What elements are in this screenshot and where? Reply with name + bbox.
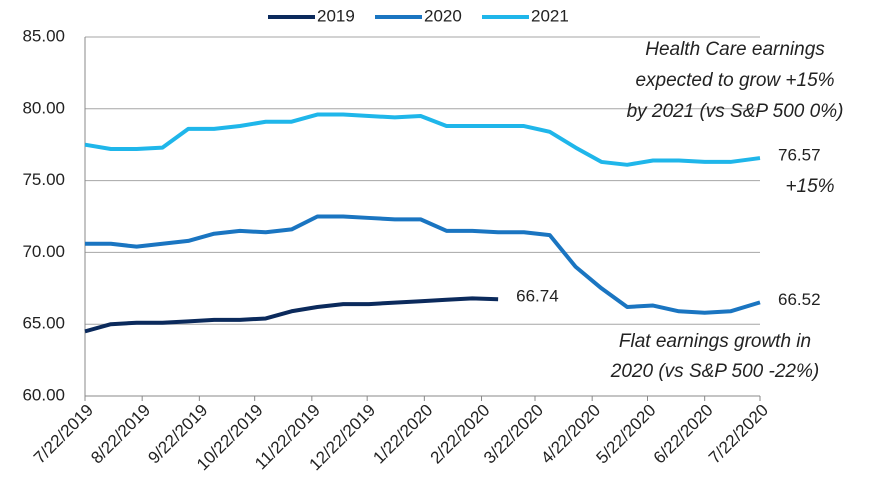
y-tick-label: 80.00 <box>22 98 65 117</box>
x-tick-label: 8/22/2019 <box>87 401 154 468</box>
legend: 2019 2020 2021 <box>268 6 569 25</box>
y-tick-label: 85.00 <box>22 26 65 45</box>
legend-label: 2019 <box>317 6 355 25</box>
annotation: Flat earnings growth in <box>619 331 811 352</box>
x-tick-label: 1/22/2020 <box>369 401 436 468</box>
end-label: 66.74 <box>516 287 559 306</box>
x-tick-label: 5/22/2020 <box>593 401 660 468</box>
x-tick-label: 6/22/2020 <box>650 401 717 468</box>
annotation: 2020 (vs S&P 500 -22%) <box>610 361 819 382</box>
annotation: +15% <box>785 176 834 197</box>
annotation: expected to grow +15% <box>635 70 834 91</box>
y-tick-label: 70.00 <box>22 242 65 261</box>
x-tick-label: 4/22/2020 <box>537 401 604 468</box>
end-label: 66.52 <box>778 290 821 309</box>
annotation: Health Care earnings <box>645 39 825 60</box>
series-line <box>84 112 761 167</box>
x-tick-label: 7/22/2019 <box>30 401 97 468</box>
y-tick-label: 75.00 <box>22 170 65 189</box>
legend-label: 2021 <box>531 6 569 25</box>
series-line <box>84 296 499 334</box>
legend-label: 2020 <box>424 6 462 25</box>
y-tick-label: 65.00 <box>22 314 65 333</box>
y-tick-label: 60.00 <box>22 385 65 404</box>
annotation: by 2021 (vs S&P 500 0%) <box>627 101 844 122</box>
x-tick-label: 7/22/2020 <box>705 401 772 468</box>
end-label: 76.57 <box>778 146 821 165</box>
series-line <box>85 214 761 315</box>
